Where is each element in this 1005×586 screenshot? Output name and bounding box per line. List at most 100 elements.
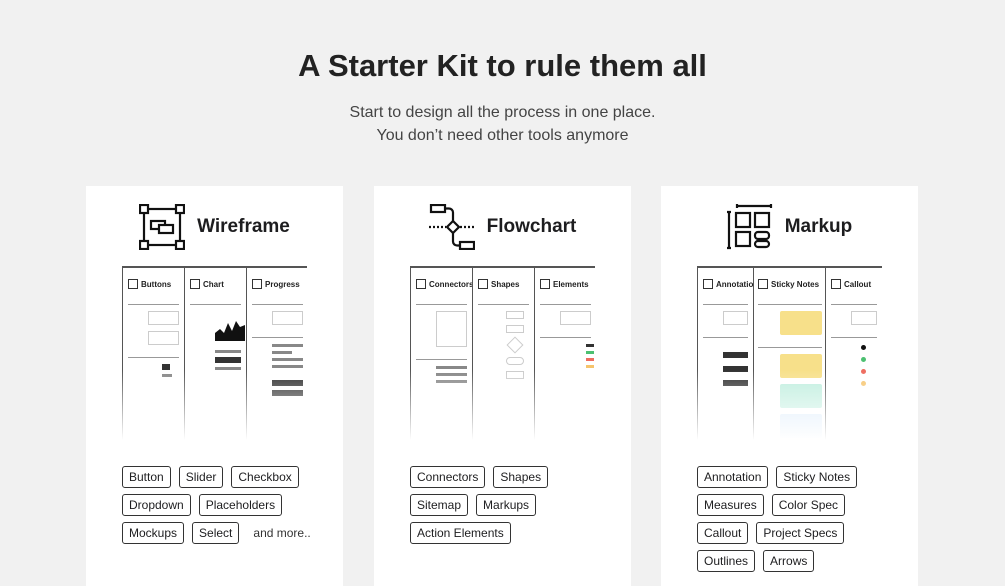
preview-decoration — [851, 311, 877, 325]
markup-preview: Annotation Sticky Notes Callout — [697, 266, 882, 440]
card-title: Markup — [784, 216, 853, 237]
preview-decoration — [128, 304, 179, 305]
preview-decoration — [128, 279, 138, 289]
panel-title: Connectors — [429, 279, 472, 289]
tag-sitemap[interactable]: Sitemap — [410, 494, 469, 516]
preview-decoration — [252, 304, 303, 305]
preview-decoration — [831, 279, 841, 289]
preview-decoration — [586, 365, 594, 368]
preview-decoration: Annotation — [703, 276, 753, 292]
preview-decoration — [416, 304, 467, 305]
preview-decoration — [586, 344, 594, 347]
preview-decoration — [861, 369, 866, 374]
tag-select[interactable]: Select — [192, 522, 240, 544]
preview-decoration — [215, 367, 241, 370]
tag-mockups[interactable]: Mockups — [122, 522, 185, 544]
preview-panel: Connectors — [410, 268, 472, 440]
preview-decoration — [272, 358, 303, 361]
wireframe-card: Wireframe Buttons Chart Progress Button … — [86, 186, 343, 586]
preview-panel: Callout — [825, 268, 882, 440]
tag-dropdown[interactable]: Dropdown — [122, 494, 191, 516]
preview-decoration — [506, 325, 524, 333]
preview-decoration — [190, 279, 200, 289]
preview-decoration — [478, 304, 529, 305]
preview-decoration — [436, 380, 467, 383]
tag-checkbox[interactable]: Checkbox — [231, 466, 299, 488]
panel-title: Chart — [203, 279, 224, 289]
subtitle-line-2: You don’t need other tools anymore — [376, 127, 629, 144]
preview-decoration — [540, 279, 550, 289]
preview-panel: Annotation — [697, 268, 753, 440]
tag-shapes[interactable]: Shapes — [493, 466, 549, 488]
preview-decoration: Callout — [831, 276, 877, 292]
preview-decoration — [780, 311, 822, 335]
preview-decoration — [272, 311, 303, 325]
panel-title: Progress — [265, 279, 300, 289]
tag-arrows[interactable]: Arrows — [763, 550, 815, 572]
preview-decoration — [861, 381, 866, 386]
preview-decoration — [252, 279, 262, 289]
tag-sticky-notes[interactable]: Sticky Notes — [776, 466, 858, 488]
tag-measures[interactable]: Measures — [697, 494, 764, 516]
panel-title: Elements — [553, 279, 589, 289]
preview-panel: Sticky Notes — [753, 268, 825, 440]
preview-decoration — [148, 331, 179, 345]
area-chart-thumbnail — [215, 321, 245, 341]
preview-panel: Elements — [534, 268, 595, 440]
and-more-label: and more.. — [253, 526, 311, 540]
preview-decoration — [416, 279, 426, 289]
preview-decoration — [272, 344, 303, 347]
tag-project-specs[interactable]: Project Specs — [756, 522, 845, 544]
page-title: A Starter Kit to rule them all — [298, 48, 707, 83]
preview-panel: Shapes — [472, 268, 534, 440]
preview-decoration: Sticky Notes — [758, 276, 822, 292]
preview-decoration — [780, 384, 822, 408]
subtitle-line-1: Start to design all the process in one p… — [349, 104, 656, 121]
preview-decoration — [758, 347, 822, 348]
preview-decoration: Chart — [190, 276, 241, 292]
preview-decoration — [703, 337, 748, 338]
preview-decoration — [506, 336, 524, 354]
preview-decoration — [723, 380, 748, 386]
card-title: Flowchart — [486, 216, 577, 237]
tag-callout[interactable]: Callout — [697, 522, 749, 544]
preview-decoration — [190, 304, 241, 305]
preview-decoration — [506, 357, 524, 365]
tag-annotation[interactable]: Annotation — [697, 466, 769, 488]
tag-slider[interactable]: Slider — [178, 466, 224, 488]
panel-title: Buttons — [141, 279, 172, 289]
preview-decoration — [758, 304, 822, 305]
wireframe-preview: Buttons Chart Progress — [122, 266, 307, 440]
preview-panel: Progress — [246, 268, 307, 440]
preview-decoration — [586, 351, 594, 354]
preview-decoration — [540, 304, 591, 305]
feature-tags: Button Slider Checkbox Dropdown Placehol… — [122, 466, 322, 544]
preview-decoration — [723, 311, 748, 325]
card-title: Wireframe — [197, 216, 290, 237]
panel-title: Sticky Notes — [771, 279, 820, 289]
preview-decoration — [478, 279, 488, 289]
tag-color-spec[interactable]: Color Spec — [771, 494, 846, 516]
preview-decoration — [416, 359, 467, 360]
preview-decoration — [272, 390, 303, 396]
tag-markups[interactable]: Markups — [476, 494, 537, 516]
preview-decoration — [723, 352, 748, 358]
preview-decoration — [506, 371, 524, 379]
preview-decoration — [215, 357, 241, 363]
tag-action-elements[interactable]: Action Elements — [410, 522, 511, 544]
preview-decoration — [560, 311, 591, 325]
preview-decoration — [215, 350, 241, 353]
tag-placeholders[interactable]: Placeholders — [198, 494, 283, 516]
preview-decoration — [861, 345, 866, 350]
tag-button[interactable]: Button — [122, 466, 171, 488]
preview-decoration — [272, 380, 303, 386]
preview-panel: Buttons — [122, 268, 184, 440]
preview-decoration — [272, 351, 292, 354]
tag-connectors[interactable]: Connectors — [410, 466, 486, 488]
feature-tags: Annotation Sticky Notes Measures Color S… — [697, 466, 897, 572]
markup-card: Markup Annotation Sticky Notes Callout A… — [661, 186, 918, 586]
feature-tags: Connectors Shapes Sitemap Markups Action… — [410, 466, 610, 544]
preview-panel: Chart — [184, 268, 246, 440]
flowchart-card: Flowchart Connectors Shapes Elements Con… — [374, 186, 631, 586]
tag-outlines[interactable]: Outlines — [697, 550, 756, 572]
